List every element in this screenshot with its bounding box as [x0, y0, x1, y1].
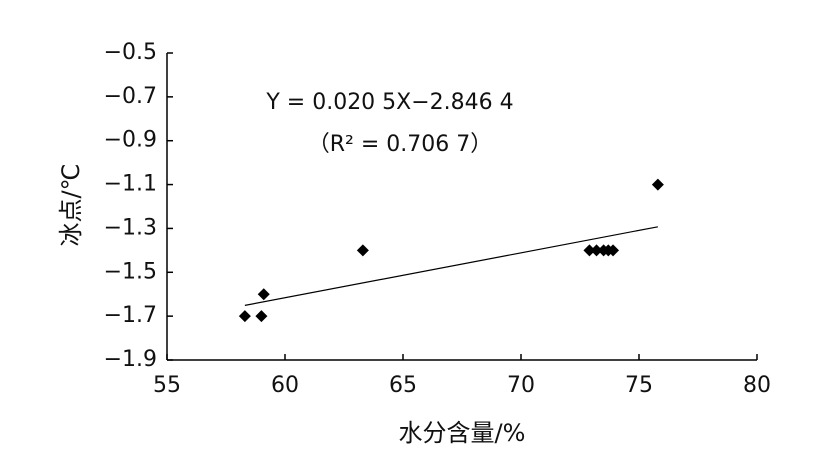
r-squared: （R² = 0.706 7） — [308, 132, 493, 157]
x-tick-label: 55 — [153, 373, 181, 398]
x-tick-label: 80 — [743, 373, 771, 398]
x-tick-label: 60 — [271, 373, 299, 398]
y-tick-label: −1.9 — [104, 347, 157, 372]
point — [255, 310, 268, 323]
x-tick-label: 70 — [507, 373, 535, 398]
point — [356, 244, 369, 257]
x-tick-label: 65 — [389, 373, 417, 398]
y-tick-label: −1.3 — [104, 215, 157, 240]
trend-line — [244, 226, 658, 306]
y-tick-label: −1.1 — [104, 172, 157, 197]
y-axis-title: 冰点/℃ — [57, 163, 85, 246]
x-axis-title: 水分含量/% — [399, 419, 526, 447]
point — [651, 178, 664, 191]
y-tick-label: −0.7 — [104, 84, 157, 109]
point — [607, 244, 620, 257]
point — [257, 288, 270, 301]
y-tick-label: −1.5 — [104, 259, 157, 284]
equation: Y = 0.020 5X−2.846 4 — [265, 90, 513, 115]
point — [583, 244, 596, 257]
point — [238, 310, 251, 323]
y-tick-label: −0.9 — [104, 128, 157, 153]
x-tick-label: 75 — [625, 373, 653, 398]
y-tick-label: −0.5 — [104, 40, 157, 65]
point — [590, 244, 603, 257]
y-tick-label: −1.7 — [104, 303, 157, 328]
